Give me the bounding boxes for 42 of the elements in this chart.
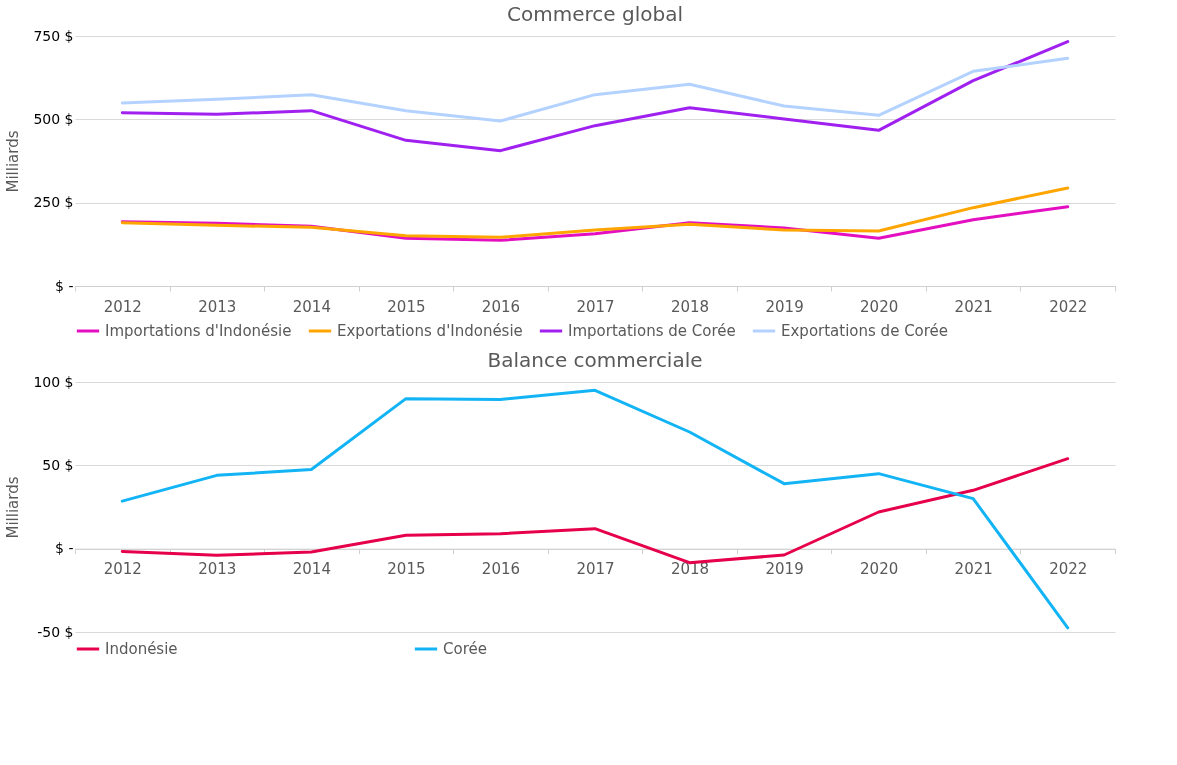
- x-tick-label: 2017: [576, 297, 615, 316]
- x-tick-label: 2021: [954, 560, 993, 579]
- x-tick-label: 2018: [670, 297, 710, 316]
- y-axis-title: Milliards: [4, 130, 23, 193]
- x-tick-label: 2014: [292, 560, 331, 579]
- x-tick-label: 2015: [387, 297, 426, 316]
- x-tick-label: 2020: [860, 297, 899, 316]
- chart-title: Commerce global: [507, 2, 683, 26]
- y-tick-label: 750 $: [33, 27, 74, 44]
- x-tick-label: 2021: [954, 297, 993, 316]
- legend-label: Exportations d'Indonésie: [337, 322, 523, 340]
- x-tick-label: 2013: [198, 297, 237, 316]
- legend-label: Corée: [443, 640, 487, 658]
- x-tick-label: 2017: [576, 560, 615, 579]
- x-tick-label: 2013: [198, 560, 237, 579]
- y-tick-label: 100 $: [33, 373, 74, 390]
- x-tick-label: 2020: [860, 560, 899, 579]
- x-tick-label: 2014: [292, 297, 331, 316]
- x-tick-label: 2012: [103, 297, 142, 316]
- y-tick-label: 250 $: [33, 194, 74, 211]
- x-tick-label: 2019: [765, 297, 804, 316]
- legend-label: Importations de Corée: [568, 322, 736, 340]
- line-series: [120, 56, 1070, 123]
- y-tick-label: $ -: [55, 277, 74, 294]
- legend-label: Indonésie: [105, 640, 178, 658]
- y-tick-label: -50 $: [37, 623, 74, 640]
- y-axis-title: Milliards: [4, 476, 23, 539]
- legend-label: Exportations de Corée: [781, 322, 949, 340]
- y-tick-label: 500 $: [33, 110, 74, 127]
- chart-title: Balance commerciale: [487, 348, 703, 372]
- x-tick-label: 2015: [387, 560, 426, 579]
- y-tick-label: $ -: [55, 540, 74, 557]
- x-tick-label: 2022: [1049, 560, 1088, 579]
- x-tick-label: 2016: [481, 560, 521, 579]
- line-series: [120, 40, 1070, 153]
- legend-label: Importations d'Indonésie: [105, 322, 292, 340]
- line-series: [120, 186, 1070, 239]
- x-tick-label: 2012: [103, 560, 142, 579]
- x-tick-label: 2022: [1049, 297, 1088, 316]
- x-tick-label: 2016: [481, 297, 521, 316]
- y-tick-label: 50 $: [42, 456, 74, 473]
- x-tick-label: 2019: [765, 560, 804, 579]
